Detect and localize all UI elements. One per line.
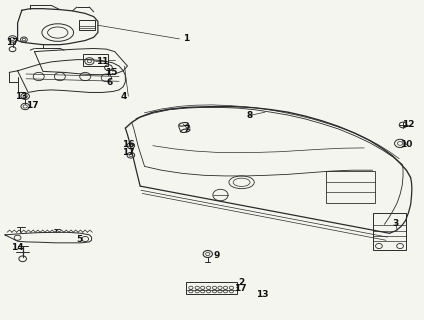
Text: 14: 14: [11, 243, 24, 252]
Bar: [186, 282, 237, 294]
Text: 2: 2: [238, 278, 245, 287]
Bar: [83, 54, 109, 66]
Text: 12: 12: [402, 120, 415, 130]
Text: 3: 3: [393, 219, 399, 228]
Bar: [79, 20, 95, 30]
Text: 15: 15: [105, 68, 118, 77]
Bar: [373, 213, 406, 250]
Text: 7: 7: [184, 125, 190, 134]
Text: 17: 17: [6, 38, 19, 47]
Bar: [326, 171, 375, 203]
Text: 5: 5: [76, 235, 82, 244]
Text: 17: 17: [122, 148, 135, 156]
Text: 17: 17: [234, 284, 247, 292]
Text: 10: 10: [400, 140, 413, 149]
Text: 9: 9: [213, 251, 219, 260]
Text: 16: 16: [122, 140, 134, 149]
Text: 6: 6: [106, 78, 113, 87]
Text: 4: 4: [120, 92, 126, 101]
Text: 1: 1: [184, 35, 190, 44]
Text: 11: 11: [96, 57, 109, 66]
Text: 13: 13: [257, 290, 269, 299]
Text: 13: 13: [15, 92, 27, 101]
Text: 17: 17: [26, 101, 39, 110]
Text: 8: 8: [247, 111, 253, 120]
